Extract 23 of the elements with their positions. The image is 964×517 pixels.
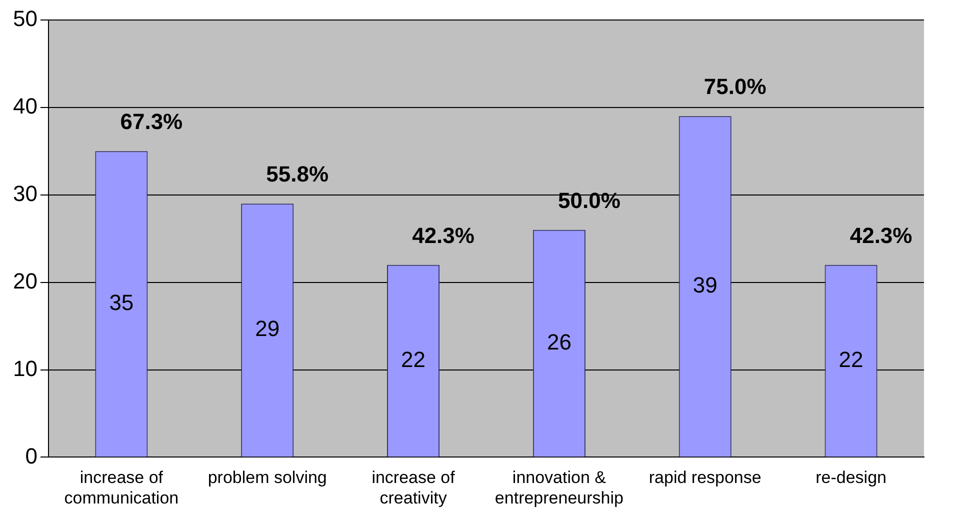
y-tick-label: 30 <box>12 180 38 206</box>
x-tick-label: rapid response <box>648 468 762 488</box>
annotation: 67.3% <box>120 109 183 134</box>
annotation: 55.8% <box>266 162 329 187</box>
y-tick-label: 0 <box>25 443 38 468</box>
x-tick-label: innovation & entrepreneurship <box>494 468 624 508</box>
data-label: 29 <box>255 316 280 342</box>
annotation: 75.0% <box>704 74 766 100</box>
annotation: 42.3% <box>412 222 474 248</box>
annotation: 42.3% <box>850 222 912 248</box>
data-label: 22 <box>838 346 864 372</box>
x-tick-label: problem solving <box>208 468 327 488</box>
x-tick-label: re-design <box>816 468 886 488</box>
data-label: 35 <box>109 290 134 315</box>
y-tick-label: 20 <box>12 268 38 294</box>
x-tick-label: increase of creativity <box>372 468 456 508</box>
data-label: 22 <box>401 346 426 372</box>
y-tick-label: 40 <box>12 94 38 119</box>
x-tick-label: increase of communication <box>64 468 179 508</box>
data-label: 26 <box>546 329 572 354</box>
data-label: 39 <box>692 272 718 298</box>
y-tick-label: 10 <box>12 356 38 381</box>
y-tick-label: 50 <box>12 6 38 32</box>
